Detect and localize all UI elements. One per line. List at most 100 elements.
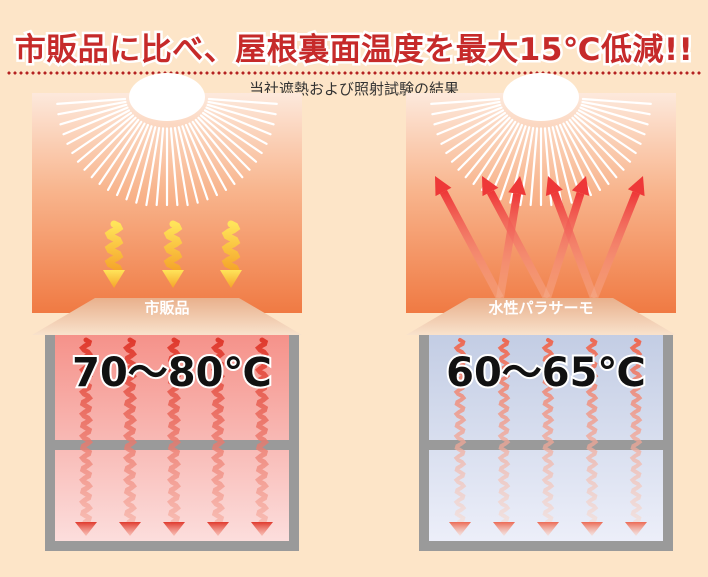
- sun-ray: [106, 122, 146, 191]
- interior-heat-arrow-head: [493, 522, 515, 536]
- sun-ray: [83, 116, 137, 171]
- reflected-ray: [590, 191, 641, 300]
- sun-ray: [199, 114, 258, 163]
- sun-ray: [577, 109, 642, 145]
- sun-ray: [90, 118, 140, 179]
- interior-heat-arrow: [166, 337, 182, 525]
- sun-ray: [431, 100, 501, 116]
- reflected-ray: [550, 191, 598, 300]
- sun-ray: [440, 109, 505, 145]
- interior-heat-arrow: [585, 338, 599, 524]
- sun-ray: [579, 106, 646, 136]
- page-headline: 市販品に比べ、屋根裏面温度を最大15℃低減!!: [12, 30, 695, 71]
- sun-ray: [206, 103, 275, 126]
- sun-ray: [207, 100, 277, 116]
- sun-ray: [433, 103, 502, 126]
- sun-ray: [547, 126, 563, 207]
- interior-heat-arrow-head: [625, 522, 647, 536]
- sun-ray: [203, 109, 268, 145]
- reflected-ray-head: [571, 176, 590, 196]
- sun-ray: [207, 97, 278, 106]
- interior-heat-arrow: [629, 338, 643, 524]
- sun-icon: [129, 73, 205, 121]
- sun-ray: [188, 122, 228, 191]
- sun-ray: [529, 127, 539, 207]
- sun-rays-right: [430, 97, 652, 207]
- interior-heat-arrow: [78, 337, 94, 525]
- sun-ray: [499, 125, 527, 201]
- sun-ray: [489, 123, 524, 197]
- reflected-ray-head: [435, 176, 452, 197]
- sun-ray: [464, 118, 514, 179]
- sun-ray: [98, 120, 143, 186]
- sun-ray: [59, 103, 128, 126]
- heat-wave-head: [162, 270, 184, 288]
- sun-ray: [191, 120, 236, 186]
- interior-heat-arrow-head: [537, 522, 559, 536]
- sun-ray: [197, 116, 251, 171]
- headline-dotted-divider: [6, 71, 702, 75]
- interior-heat-arrow-head: [75, 522, 97, 536]
- sun-ray: [145, 126, 161, 207]
- sun-ray: [56, 97, 127, 106]
- heat-wave-head: [103, 270, 125, 288]
- sun-ray: [576, 111, 637, 155]
- interior-heat-arrow-head: [581, 522, 603, 536]
- reflected-ray-head: [627, 176, 645, 197]
- interior-heat-arrow: [210, 337, 226, 525]
- interior-heat-arrows-left: [75, 337, 273, 536]
- sun-ray: [194, 118, 244, 179]
- parathermo-panel: [406, 73, 676, 551]
- sun-ray: [568, 118, 618, 179]
- interior-heat-arrow-head: [449, 522, 471, 536]
- sun-ray: [135, 126, 157, 204]
- sun-ray: [66, 109, 131, 145]
- interior-heat-arrow-head: [251, 522, 273, 536]
- sun-ray: [472, 120, 517, 186]
- reflected-ray-head: [508, 176, 526, 196]
- roof-left: [32, 298, 302, 335]
- sun-ray: [480, 122, 520, 191]
- interior-heat-arrow-head: [207, 522, 229, 536]
- sun-ray: [430, 97, 501, 106]
- panel-label-commercial: 市販品: [144, 299, 190, 317]
- sun-ray: [177, 126, 199, 204]
- sun-ray: [573, 114, 632, 163]
- roof-right: [406, 298, 676, 335]
- sun-ray: [115, 123, 150, 197]
- sun-ray: [450, 114, 509, 163]
- sun-ray: [71, 111, 132, 155]
- sun-ray: [551, 126, 573, 204]
- heat-wave: [163, 220, 183, 274]
- sun-ray: [562, 122, 602, 191]
- heat-wave: [221, 220, 241, 274]
- sun-ray: [169, 127, 179, 207]
- commercial-product-panel: [32, 73, 302, 551]
- reflected-ray: [439, 190, 504, 300]
- interior-heat-arrow: [122, 337, 138, 525]
- sun-ray: [62, 106, 129, 136]
- sun-ray: [580, 103, 649, 126]
- panel-label-parathermo: 水性パラサーモ: [488, 299, 594, 317]
- sun-ray: [445, 111, 506, 155]
- reflected-ray: [543, 191, 585, 300]
- interior-heat-arrow: [254, 337, 270, 525]
- interior-heat-arrows-right: [449, 338, 647, 536]
- sun-ray: [155, 127, 165, 207]
- sun-ray: [202, 111, 263, 155]
- heat-wave-arrow-icon: [103, 220, 242, 288]
- interior-heat-arrow-head: [119, 522, 141, 536]
- sun-rays-left: [56, 97, 278, 207]
- reflected-ray-head: [545, 176, 563, 196]
- interior-heat-arrow: [453, 338, 467, 524]
- sun-ray: [125, 125, 153, 201]
- sun-ray: [571, 116, 625, 171]
- sun-ray: [57, 100, 127, 116]
- reflected-ray-head: [482, 176, 499, 197]
- sun-ray: [565, 120, 610, 186]
- sun-ray: [173, 126, 189, 207]
- sun-ray: [184, 123, 219, 197]
- temperature-parathermo: 60～65℃: [444, 348, 648, 398]
- sun-ray: [205, 106, 272, 136]
